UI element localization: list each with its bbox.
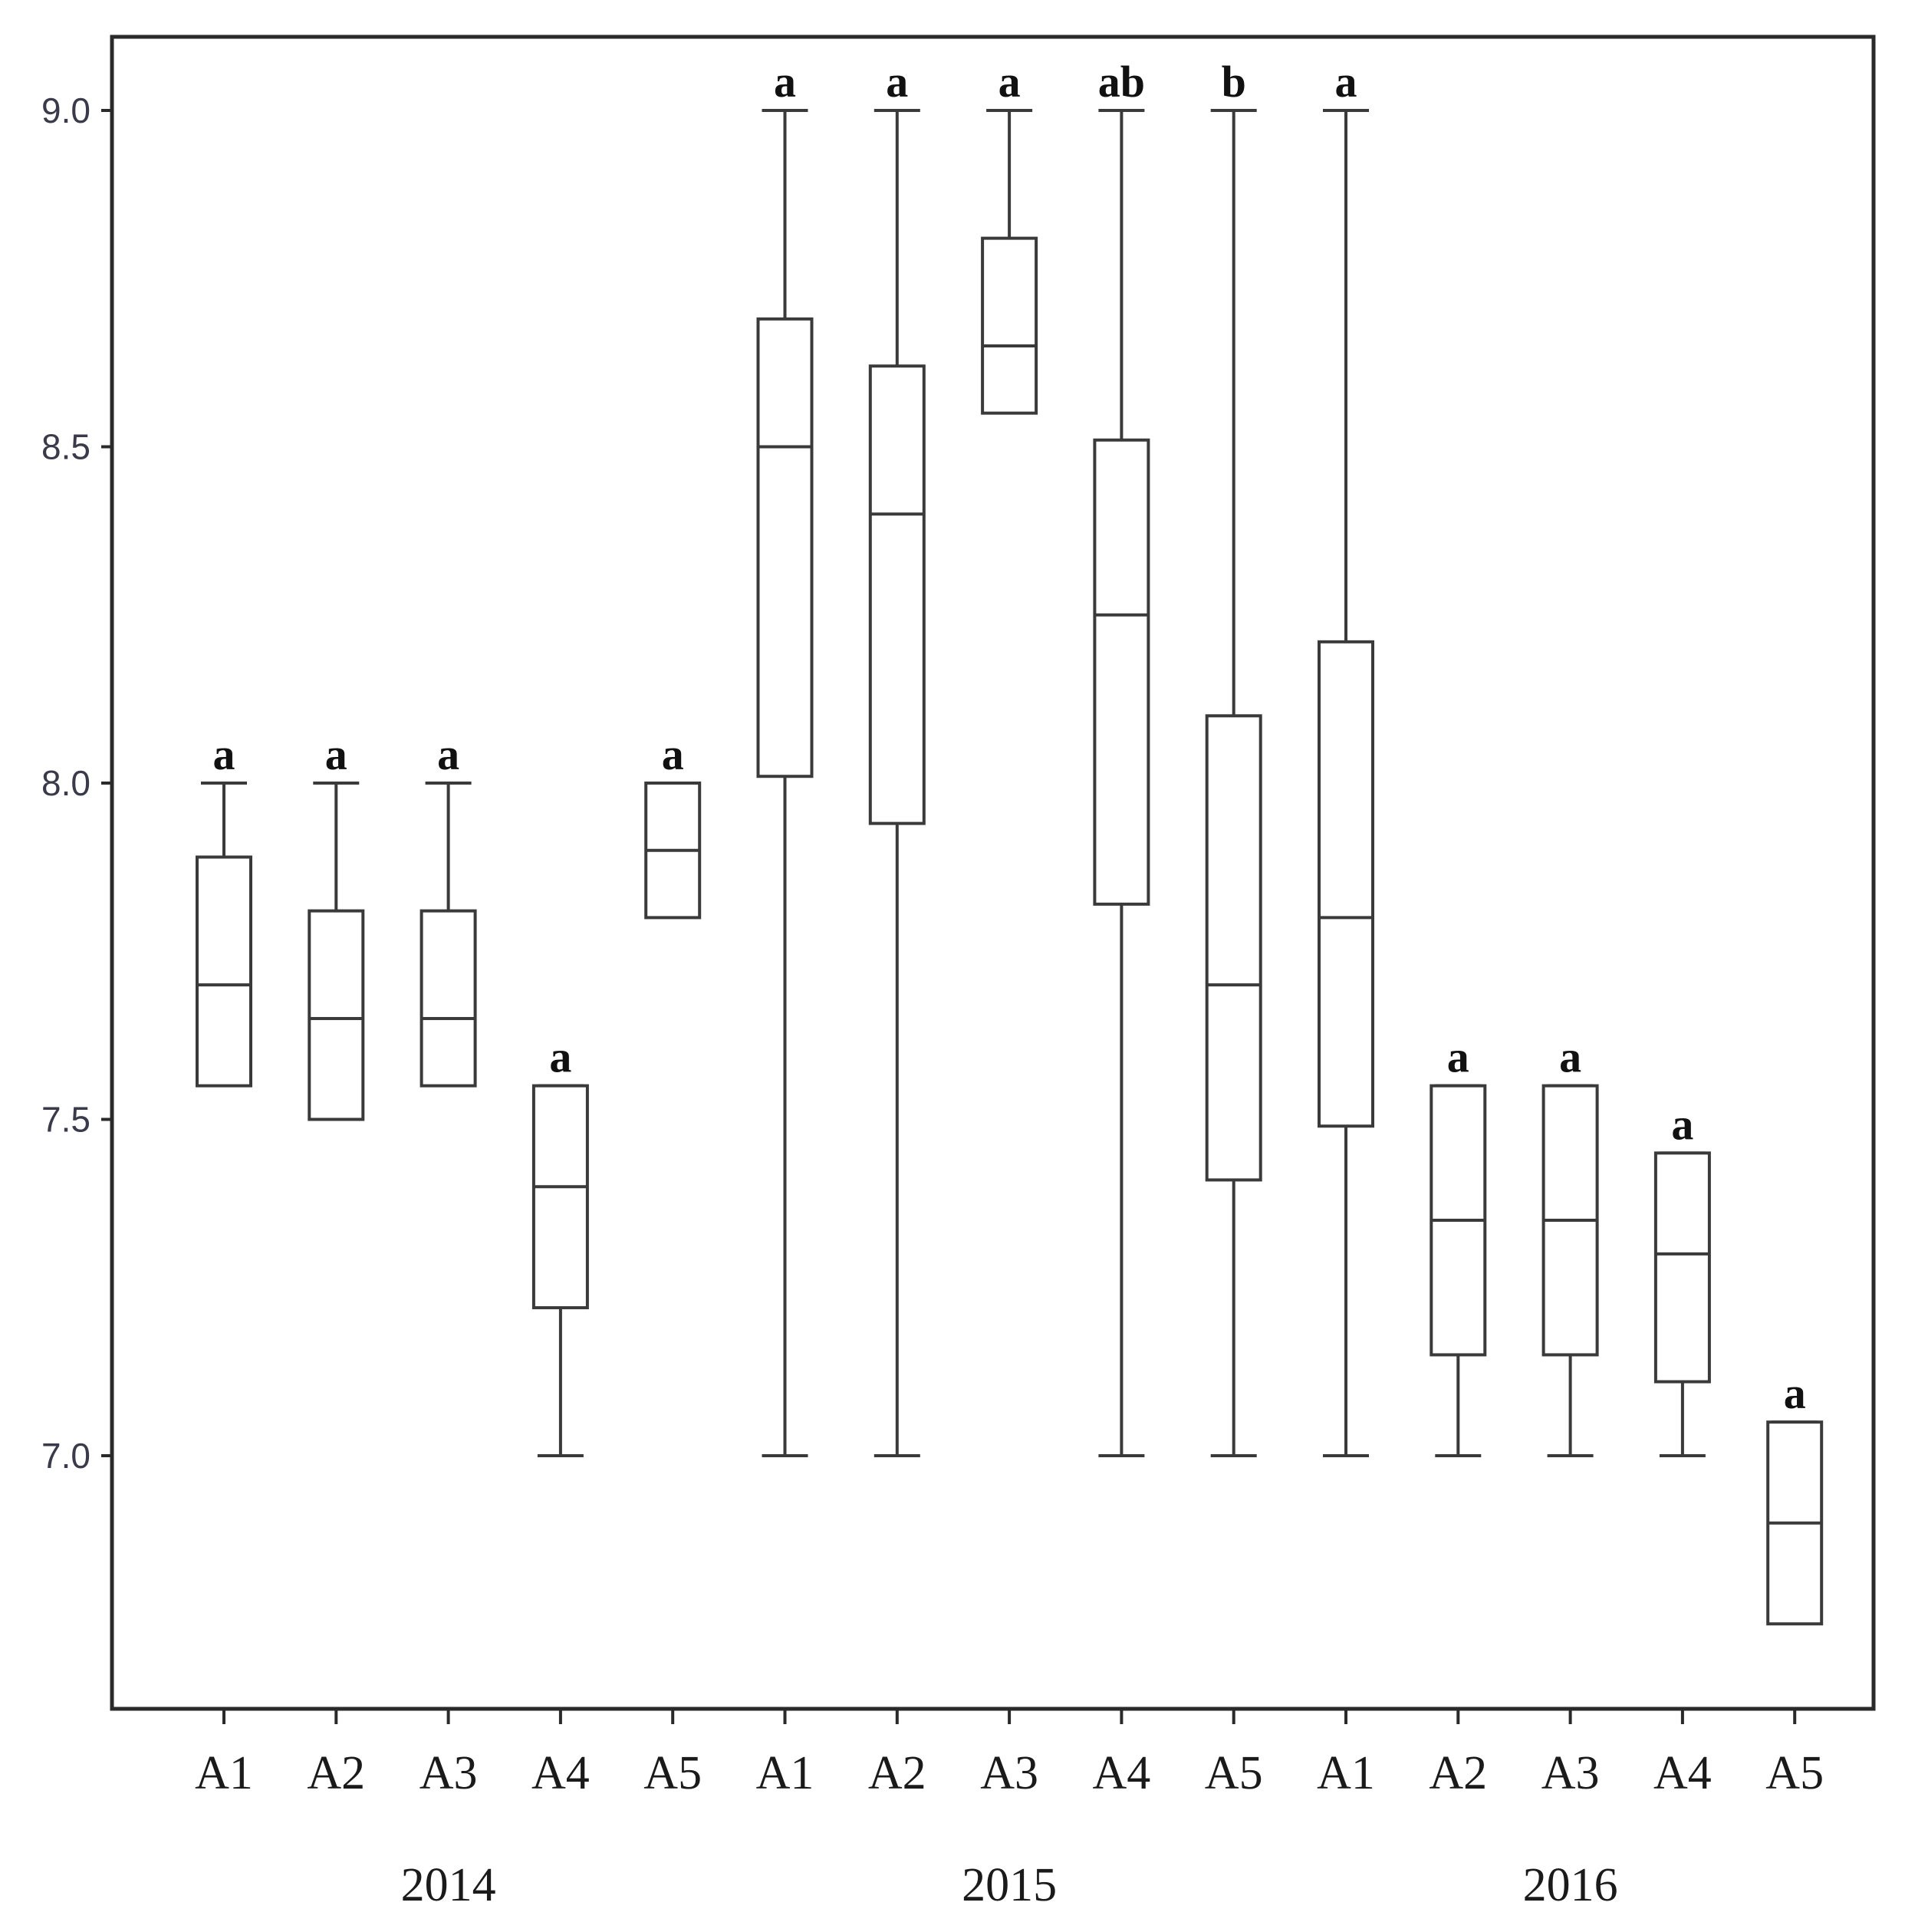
x-tick-label: A2	[1429, 1747, 1487, 1799]
y-tick-label: 8.5	[41, 427, 90, 467]
y-tick-label: 7.0	[41, 1436, 90, 1476]
box-plot-item: ab	[1093, 57, 1150, 1457]
significance-label: a	[774, 57, 796, 107]
box-series: a a a a a a a a ab b a a a a a	[196, 57, 1824, 1626]
significance-label: a	[549, 1032, 571, 1082]
box-plot-item: a	[1766, 1368, 1824, 1626]
significance-label: b	[1222, 57, 1246, 107]
y-tick-label: 9.0	[41, 91, 90, 130]
y-axis: 7.0 7.5 8.0 8.5 9.0	[41, 91, 112, 1476]
y-tick-label: 7.5	[41, 1100, 90, 1140]
x-tick-label: A5	[1205, 1747, 1263, 1799]
x-tick-label: A1	[1317, 1747, 1375, 1799]
iqr-box	[531, 1084, 589, 1310]
x-tick-label: A1	[756, 1747, 814, 1799]
significance-label: a	[325, 729, 347, 779]
x-tick-label: A4	[1093, 1747, 1151, 1799]
iqr-box	[756, 317, 814, 778]
iqr-box	[1093, 438, 1150, 906]
box-plot-item: a	[196, 729, 252, 1088]
plot-frame	[110, 35, 1876, 1711]
x-tick-label: A3	[1541, 1747, 1600, 1799]
significance-label: a	[213, 729, 235, 779]
significance-label: a	[1335, 57, 1357, 107]
significance-label: a	[1447, 1032, 1469, 1082]
box-plot-item: a	[981, 57, 1038, 415]
x-tick-label: A3	[419, 1747, 478, 1799]
iqr-box	[419, 909, 477, 1088]
significance-label: a	[1784, 1368, 1806, 1418]
significance-label: ab	[1098, 57, 1145, 107]
box-plot-item: a	[531, 1032, 589, 1457]
significance-label: a	[662, 729, 684, 779]
year-group-label: 2016	[1523, 1859, 1618, 1911]
box-plot-item: a	[756, 57, 814, 1457]
iqr-box	[1318, 640, 1374, 1128]
significance-label: a	[999, 57, 1021, 107]
x-axis: A1 A2 A3 A4 A5 A1 A2 A3 A4 A5 A1 A2 A3 A4 A5	[195, 1709, 1824, 1799]
year-group-label: 2014	[401, 1859, 496, 1911]
x-tick-label: A3	[980, 1747, 1038, 1799]
iqr-box	[1653, 1151, 1711, 1384]
box-plot-item: a	[644, 729, 702, 920]
significance-label: a	[886, 57, 908, 107]
x-tick-label: A2	[307, 1747, 365, 1799]
box-plot-item: a	[1318, 57, 1374, 1457]
year-group-labels: 2014 2015 2016	[401, 1859, 1618, 1911]
year-group-label: 2015	[962, 1859, 1057, 1911]
box-plot-item: a	[419, 729, 477, 1088]
x-tick-label: A4	[1653, 1747, 1712, 1799]
box-plot-item: a	[868, 57, 926, 1457]
box-plot-item: b	[1205, 57, 1262, 1457]
significance-label: a	[437, 729, 459, 779]
box-plot-item: a	[1430, 1032, 1487, 1457]
iqr-box	[868, 364, 926, 825]
box-plot-item: a	[1541, 1032, 1599, 1457]
significance-label: a	[1671, 1099, 1693, 1149]
iqr-box	[308, 909, 365, 1121]
x-tick-label: A4	[531, 1747, 590, 1799]
x-tick-label: A2	[868, 1747, 926, 1799]
iqr-box	[196, 855, 252, 1088]
box-plot-item: a	[308, 729, 365, 1121]
significance-label: a	[1559, 1032, 1581, 1082]
iqr-box	[981, 236, 1038, 415]
x-tick-label: A5	[643, 1747, 702, 1799]
box-plot-item: a	[1653, 1099, 1711, 1457]
y-tick-label: 8.0	[41, 763, 90, 803]
x-tick-label: A5	[1765, 1747, 1824, 1799]
iqr-box	[1205, 714, 1262, 1182]
x-tick-label: A1	[195, 1747, 253, 1799]
